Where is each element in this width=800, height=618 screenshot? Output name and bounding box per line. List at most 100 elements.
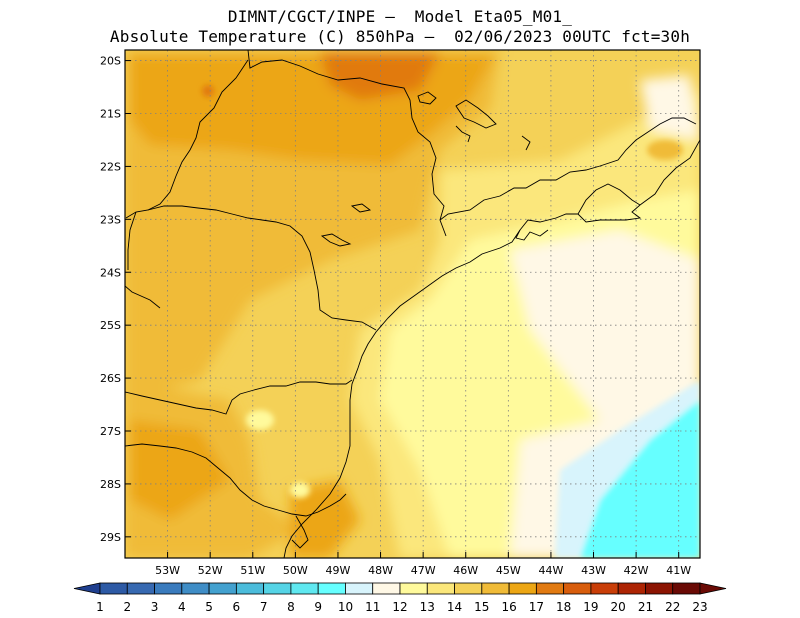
field-16-spot xyxy=(647,140,683,160)
tick-label-lat: 21S xyxy=(100,108,121,121)
colorbar-label: 5 xyxy=(205,600,213,614)
colorbar-arrow-right xyxy=(699,582,727,595)
reservoir-1 xyxy=(417,91,437,105)
tick-label-lon: 46W xyxy=(453,564,478,577)
tick-label-lat: 20S xyxy=(100,55,121,68)
colorbar-arrow-left xyxy=(73,582,101,595)
grid-lines xyxy=(125,50,700,558)
colorbar-label: 23 xyxy=(692,600,707,614)
tick-label-lon: 43W xyxy=(581,564,606,577)
colorbar-swatch xyxy=(672,582,701,595)
border-sp-rj xyxy=(577,183,641,215)
reservoir-6 xyxy=(350,203,372,213)
field-10-ocean xyxy=(580,400,700,558)
colorbar-swatch xyxy=(399,582,428,595)
colorbar-swatch xyxy=(208,582,237,595)
colorbar-swatch xyxy=(563,582,592,595)
field-12-east xyxy=(510,230,700,430)
colorbar-swatch xyxy=(617,582,646,595)
plot-frame xyxy=(124,49,701,559)
coastal-bay xyxy=(515,229,549,241)
colorbar-label: 14 xyxy=(447,600,462,614)
colorbar-swatch xyxy=(290,582,319,595)
tick-label-lon: 52W xyxy=(198,564,223,577)
tick-label-lon: 44W xyxy=(538,564,563,577)
map-outlines xyxy=(125,50,700,558)
tick-label-lat: 26S xyxy=(100,372,121,385)
field-13-spot xyxy=(246,410,274,430)
colorbar-label: 1 xyxy=(96,600,104,614)
border-sc-rs xyxy=(125,443,347,517)
colorbar-swatch xyxy=(508,582,537,595)
colorbar-label: 8 xyxy=(287,600,295,614)
colorbar-label: 20 xyxy=(611,600,626,614)
tick-label-lat: 23S xyxy=(100,213,121,226)
colorbar-label: 6 xyxy=(233,600,241,614)
border-sp-mg xyxy=(439,117,697,221)
reservoir-2 xyxy=(455,99,497,129)
colorbar-label: 19 xyxy=(583,600,598,614)
tick-label-lon: 51W xyxy=(240,564,265,577)
tick-label-lon: 45W xyxy=(496,564,521,577)
tick-label-lon: 47W xyxy=(411,564,436,577)
axes: 53W 52W 51W 50W 49W 48W 47W 46W 45W 44W 43W 42W 41W 2… xyxy=(100,55,691,577)
border-ms-pr xyxy=(127,211,137,270)
reservoir-5 xyxy=(320,233,352,247)
colorbar-swatch xyxy=(535,582,565,595)
border-sp-pr xyxy=(147,205,377,331)
colorbar-label: 2 xyxy=(123,600,131,614)
colorbar-label: 22 xyxy=(665,600,680,614)
colorbar: 1 2 3 4 5 6 7 8 9 10 11 12 13 14 15 16 17 18 19 20 21 22 23 xyxy=(73,582,727,614)
tick-label-lon: 53W xyxy=(155,564,180,577)
colorbar-swatch xyxy=(590,582,619,595)
colorbar-label: 10 xyxy=(338,600,353,614)
colorbar-swatch xyxy=(181,582,210,595)
colorbar-label: 18 xyxy=(556,600,571,614)
temperature-field xyxy=(125,50,700,558)
colorbar-label: 15 xyxy=(474,600,489,614)
colorbar-swatch xyxy=(645,582,674,595)
colorbar-label: 16 xyxy=(501,600,516,614)
colorbar-swatch xyxy=(317,582,346,595)
colorbar-swatch xyxy=(426,582,455,595)
colorbar-swatch xyxy=(235,582,265,595)
colorbar-swatch xyxy=(454,582,483,595)
field-18-north xyxy=(320,52,440,100)
colorbar-label: 7 xyxy=(260,600,268,614)
colorbar-label: 12 xyxy=(392,600,407,614)
colorbar-label: 9 xyxy=(314,600,322,614)
tick-label-lon: 48W xyxy=(368,564,393,577)
colorbar-label: 11 xyxy=(365,600,380,614)
field-18-spot xyxy=(202,85,214,97)
tick-label-lon: 50W xyxy=(283,564,308,577)
border-mg-north xyxy=(247,50,447,237)
border-pr-sc xyxy=(125,379,353,415)
colorbar-swatch xyxy=(481,582,510,595)
colorbar-swatch xyxy=(126,582,155,595)
colorbar-label: 21 xyxy=(638,600,653,614)
border-mg-west xyxy=(125,59,249,219)
tick-label-lon: 49W xyxy=(326,564,351,577)
colorbar-label: 3 xyxy=(151,600,159,614)
reservoir-4 xyxy=(521,135,531,151)
tick-label-lat: 22S xyxy=(100,160,121,173)
tick-label-lon: 42W xyxy=(624,564,649,577)
tick-label-lat: 24S xyxy=(100,266,121,279)
colorbar-swatch xyxy=(154,582,183,595)
colorbar-swatch xyxy=(372,582,401,595)
colorbar-swatch xyxy=(99,582,128,595)
field-12-northeast xyxy=(640,75,700,140)
lagoon-rs xyxy=(291,515,309,549)
colorbar-swatch xyxy=(345,582,374,595)
reservoir-3 xyxy=(455,125,471,143)
tick-label-lat: 27S xyxy=(100,425,121,438)
coastline xyxy=(283,139,700,558)
title-line-2: Absolute Temperature (C) 850hPa – 02/06/… xyxy=(109,27,691,46)
border-pr-ms-south xyxy=(125,285,161,309)
field-13-spot-2 xyxy=(290,482,310,498)
colorbar-label: 17 xyxy=(529,600,544,614)
tick-label-lat: 29S xyxy=(100,531,121,544)
colorbar-label: 4 xyxy=(178,600,186,614)
colorbar-label: 13 xyxy=(420,600,435,614)
